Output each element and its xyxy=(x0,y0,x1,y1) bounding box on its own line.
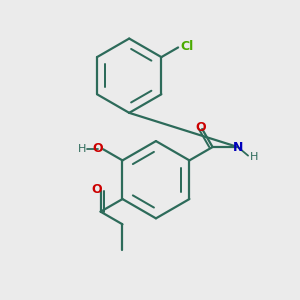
Text: Cl: Cl xyxy=(180,40,193,53)
Text: O: O xyxy=(91,183,102,196)
Text: O: O xyxy=(195,121,206,134)
Text: N: N xyxy=(232,140,243,154)
Text: H: H xyxy=(250,152,258,161)
Text: H: H xyxy=(78,144,86,154)
Text: O: O xyxy=(93,142,103,155)
